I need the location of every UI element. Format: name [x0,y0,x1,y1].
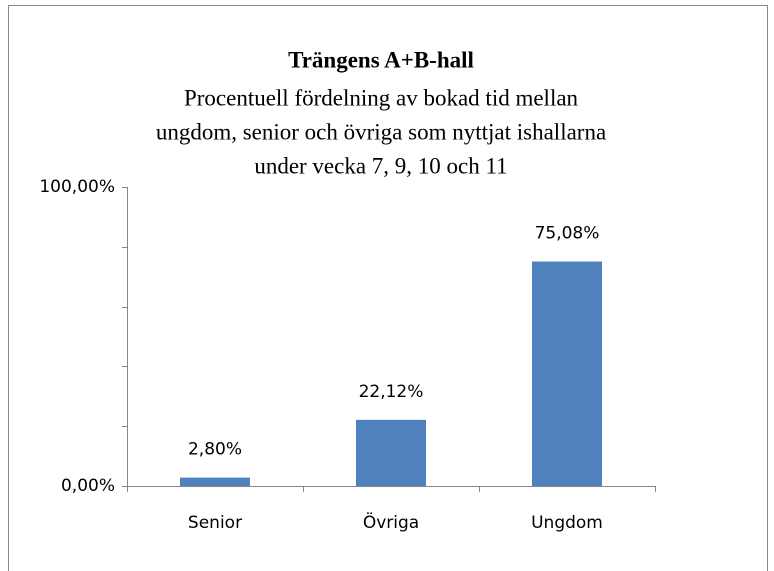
data-label: 75,08% [535,224,600,244]
y-tick-label: 100,00% [39,177,115,197]
y-tick-label: 0,00% [61,476,115,496]
x-tick-label: Senior [188,513,242,533]
bar [532,261,602,486]
data-label: 22,12% [359,382,424,402]
chart-subtitle: ungdom, senior och övriga som nyttjat is… [156,119,606,144]
bar [356,419,426,486]
chart-subtitle: under vecka 7, 9, 10 och 11 [254,153,507,178]
data-label: 2,80% [188,440,242,460]
bar [180,477,250,486]
x-tick-label: Övriga [363,511,419,533]
chart-title: Trängens A+B-hall [288,47,474,72]
x-tick-label: Ungdom [531,513,603,533]
chart-subtitle: Procentuell fördelning av bokad tid mell… [184,85,579,110]
